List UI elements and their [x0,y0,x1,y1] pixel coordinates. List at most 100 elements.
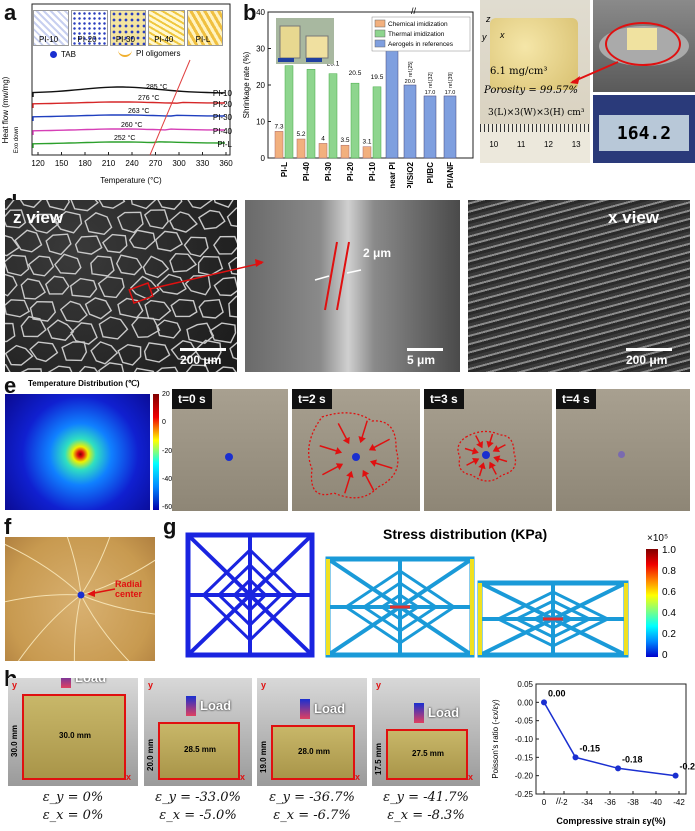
ref-tag: ref.[32] [428,72,434,88]
radial-crack [17,594,82,661]
cbar-tick: -60 [162,504,173,511]
scale-line [407,348,443,351]
lattice-ring [201,547,299,643]
x-tick-label: 210 [102,159,116,168]
radial-crack [66,537,82,596]
poisson-value-label: -0.18 [622,754,643,764]
lattice-strut [552,617,627,657]
thumb-label: PI-30 [115,35,135,44]
growth-arrow-head [493,455,501,463]
cell-wall [84,212,113,236]
aerogel-cube [490,18,578,90]
y-tick-label: 0.00 [517,698,533,707]
thumb-pi10: PI-10 [33,10,70,46]
strain-y: ε_y = 0% [42,790,104,805]
growth-arrow-head [362,469,370,478]
lattice-strut [186,533,252,597]
foam-sample [22,694,126,780]
x-tick-label: -34 [581,798,593,807]
height-label: 30.0 mm [10,724,19,757]
ref-tag: ref.[39] [448,72,454,88]
balance-display: 164.2 [593,95,695,163]
thumb-pil: PI-L [186,10,224,46]
cell-wall [156,273,187,295]
stress-title: Stress distribution (KPa) [383,526,548,542]
lattice-strut [186,593,252,657]
cell-wall [102,233,128,254]
dsc-ylabel: Heat flow (mw/mg) [1,76,10,143]
bar-value-label: 7.3 [274,123,283,130]
cell-wall [5,299,30,318]
growth-arrow-head [492,445,500,452]
load-label: Load [200,698,232,713]
cell-wall [20,368,43,372]
cell-wall [185,364,210,372]
balance-reading: 164.2 [599,115,689,151]
x-tick-label: 120 [31,159,45,168]
cell-wall [5,363,11,372]
lattice-strut [326,557,402,609]
curve-label: PI-L [217,140,232,149]
lattice-ring [531,608,575,630]
wall-thickness: 2 μm [363,246,392,260]
scale-text: 5 μm [407,353,436,367]
width-label: 28.0 mm [298,746,331,756]
sem-wall-zoom: 2 μm 5 μm [245,200,460,372]
bar-value-label: 3.1 [362,139,371,146]
cbar-tick: 20 [162,391,170,398]
lattice-ring [361,581,439,633]
cell-wall [229,341,237,360]
width-label: 27.5 mm [412,748,445,758]
category-label: PI/ANF [446,162,455,188]
bar-reference [385,41,399,159]
cell-wall [47,365,73,372]
wall-arrow-1 [314,275,330,281]
category-label: PI/SiO2 [406,161,415,188]
scale-text: 200 μm [180,353,222,367]
cell-wall [20,278,47,300]
cell-wall [170,298,198,318]
panel-a: PI-10 PI-20 PI-30 PI-40 PI-L TAB PI olig… [0,0,240,188]
cell-wall [20,315,47,338]
cell-wall [70,322,98,345]
frame-t3-front [457,430,517,482]
dsc-ylabel2: Exo down [14,127,20,153]
cell-wall [156,319,182,339]
axis-break-mark: // [556,796,562,806]
cell-wall [5,273,18,297]
ruler: 10 11 12 13 [480,124,590,163]
highlight-circle [605,22,681,66]
cell-wall [226,207,237,227]
axis-x: x [355,772,361,782]
cell-wall [157,200,183,210]
cell-wall [78,365,99,372]
cbar-tick: 0 [662,650,668,661]
tg-label: 285 °C [146,83,167,91]
scale-bar-z: 200 μm [180,348,226,367]
cell-wall [213,200,234,208]
frame-t0-label: t=0 s [172,389,212,409]
oligomer-icon [118,50,132,57]
dsc-plot: PI-10 285 °C PI-20 276 °C PI-30 263 °C PI-40 26… [1,3,233,185]
cell-wall [5,344,34,366]
width-label: 28.5 mm [184,745,217,754]
x-tick-label: -40 [650,798,662,807]
load-arrow [414,703,424,723]
inset-scale-1 [278,58,294,62]
poisson-value-label: -0.15 [580,743,601,753]
strain-x: ε_x = -5.0% [159,808,237,823]
growth-arrow-head [478,462,486,470]
y-tick-label: -0.05 [515,717,534,726]
sem-x-view: x view 200 μm [468,200,690,372]
panel-label-f: f [4,514,12,539]
scale-line [180,348,226,351]
x-tick-label: 150 [55,159,69,168]
scale-bar-x: 200 μm [626,348,672,367]
radial-crack [5,594,82,603]
cell-wall [45,233,72,256]
load-label: Load [428,705,460,720]
cell-wall [61,341,88,362]
growth-arrow-head [489,461,496,469]
seed-dot [482,451,490,459]
cell-wall [144,299,172,321]
